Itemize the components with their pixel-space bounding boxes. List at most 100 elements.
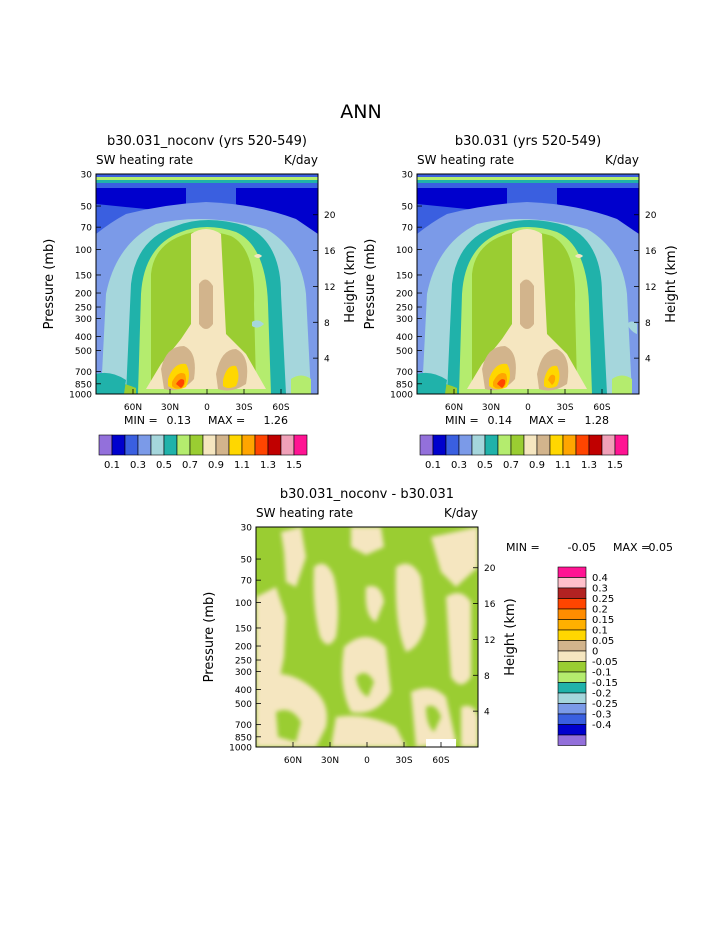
colorbar-label: 0.15 — [592, 615, 614, 626]
y-tick-label: 150 — [235, 624, 252, 634]
colorbar-swatch — [557, 661, 587, 673]
y-right-tick-label: 8 — [324, 319, 330, 329]
y-right-tick-label: 4 — [645, 355, 651, 365]
colorbar-swatch — [557, 650, 587, 662]
colorbar-swatch — [419, 434, 434, 456]
subtitle-right: K/day — [605, 153, 639, 167]
y-tick-label: 1000 — [69, 391, 92, 401]
y-tick-label: 200 — [75, 290, 92, 300]
colorbar-label: -0.05 — [592, 657, 618, 668]
y-tick-label: 300 — [235, 668, 252, 678]
x-tick-label: 60N — [445, 403, 463, 413]
y-axis-right: 20 16 12 8 4 — [313, 211, 336, 365]
page-title: ANN — [340, 101, 381, 123]
y-tick-label: 200 — [396, 290, 413, 300]
svg-text:MAX =: MAX = — [529, 414, 566, 427]
y-tick-label: 700 — [235, 721, 252, 731]
x-tick-label: 0 — [204, 403, 210, 413]
svg-text:-0.05: -0.05 — [568, 541, 596, 554]
y-tick-label: 850 — [75, 380, 92, 390]
subtitle-left: SW heating rate — [256, 506, 353, 520]
colorbar-swatch — [536, 434, 551, 456]
y-tick-label: 500 — [235, 700, 252, 710]
colorbar-label: 0.5 — [156, 460, 172, 471]
colorbar-label: 1.5 — [607, 460, 623, 471]
svg-text:1.26: 1.26 — [264, 414, 289, 427]
x-tick-label: 0 — [525, 403, 531, 413]
colorbar-swatch — [523, 434, 538, 456]
colorbar-swatch — [588, 434, 603, 456]
y-axis-right: 20 16 12 8 4 — [473, 564, 496, 718]
y-tick-label: 250 — [75, 304, 92, 314]
y-tick-label: 50 — [241, 556, 253, 566]
colorbar-swatch — [432, 434, 447, 456]
svg-text:0.05: 0.05 — [649, 541, 674, 554]
colorbar-swatch — [445, 434, 460, 456]
y-tick-label: 70 — [241, 577, 253, 587]
subtitle-left: SW heating rate — [417, 153, 514, 167]
colorbar-label: 0.9 — [529, 460, 545, 471]
y-tick-label: 250 — [235, 657, 252, 667]
y-tick-label: 30 — [402, 171, 414, 181]
y-tick-label: 30 — [81, 171, 93, 181]
colorbar-swatch — [557, 682, 587, 694]
x-axis: 60N 30N 0 30S 60S — [284, 742, 450, 766]
colorbar-label: 0 — [592, 647, 598, 658]
colorbar-swatch — [601, 434, 616, 456]
colorbar-swatch — [557, 724, 587, 736]
colorbar-swatch — [280, 434, 295, 456]
y-tick-label: 300 — [396, 315, 413, 325]
colorbar-swatch — [557, 640, 587, 652]
colorbar-swatch — [189, 434, 204, 456]
colorbar-swatch — [241, 434, 256, 456]
x-tick-label: 30S — [395, 756, 412, 766]
y-axis-title: Pressure (mb) — [363, 239, 378, 330]
plot-area — [417, 174, 639, 394]
panel-title: b30.031_noconv (yrs 520-549) — [107, 134, 307, 149]
x-tick-label: 30N — [321, 756, 339, 766]
panel-title: b30.031_noconv - b30.031 — [280, 487, 454, 502]
colorbar-swatch — [267, 434, 282, 456]
y-axis-title: Pressure (mb) — [42, 239, 57, 330]
svg-text:MAX =: MAX = — [208, 414, 245, 427]
colorbar-swatch — [228, 434, 243, 456]
x-axis: 60N 30N 0 30S 60S — [124, 389, 290, 413]
colorbar-swatch — [557, 598, 587, 610]
y-right-tick-label: 20 — [645, 211, 657, 221]
y-axis-title: Pressure (mb) — [202, 592, 217, 683]
colorbar-swatch — [150, 434, 165, 456]
colorbar-swatch — [557, 671, 587, 683]
y-axis-right-title: Height (km) — [343, 245, 358, 322]
y-tick-label: 50 — [402, 203, 414, 213]
y-tick-label: 400 — [75, 333, 92, 343]
y-right-tick-label: 12 — [484, 636, 495, 646]
colorbar-swatch — [215, 434, 230, 456]
colorbar-label: 0.7 — [503, 460, 519, 471]
svg-text:MIN =: MIN = — [124, 414, 158, 427]
colorbar-swatch — [557, 629, 587, 641]
subtitle-left: SW heating rate — [96, 153, 193, 167]
stats: MIN = -0.05 MAX = 0.05 — [506, 541, 673, 554]
colorbar-swatch — [484, 434, 499, 456]
x-tick-label: 30S — [556, 403, 573, 413]
x-tick-label: 0 — [364, 756, 370, 766]
colorbar-label: 0.3 — [592, 584, 608, 595]
y-right-tick-label: 16 — [484, 600, 496, 610]
svg-text:1.28: 1.28 — [585, 414, 610, 427]
y-tick-label: 50 — [81, 203, 93, 213]
subtitle-right: K/day — [284, 153, 318, 167]
subtitle-right: K/day — [444, 506, 478, 520]
colorbar-swatch — [557, 619, 587, 631]
y-right-tick-label: 8 — [645, 319, 651, 329]
colorbar-label: 0.3 — [451, 460, 467, 471]
colorbar-swatch — [176, 434, 191, 456]
x-axis: 60N 30N 0 30S 60S — [445, 389, 611, 413]
y-tick-label: 70 — [81, 224, 93, 234]
colorbar-label: 0.2 — [592, 605, 608, 616]
colorbar-swatch — [111, 434, 126, 456]
colorbar-swatch — [293, 434, 308, 456]
y-axis-right: 20 16 12 8 4 — [634, 211, 657, 365]
x-tick-label: 30N — [161, 403, 179, 413]
